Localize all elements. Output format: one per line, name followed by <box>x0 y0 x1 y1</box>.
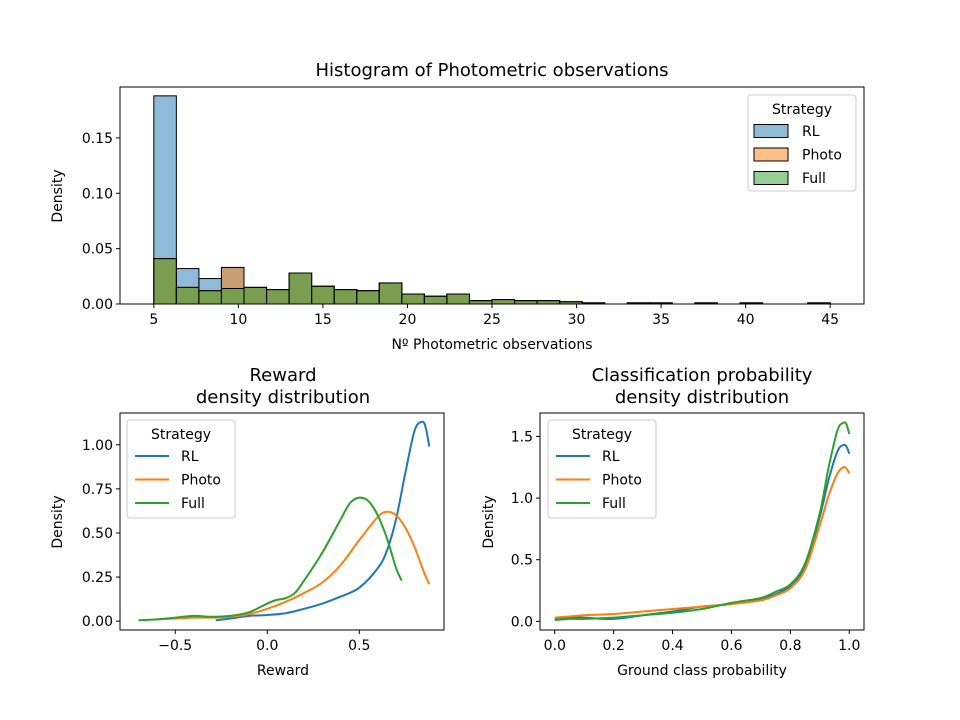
histogram-title: Histogram of Photometric observations <box>315 60 668 81</box>
classification-x-tick-label: 1.0 <box>838 638 860 654</box>
histogram-bar-full <box>333 289 358 305</box>
histogram-bar-full <box>378 282 403 305</box>
histogram-bar-full <box>311 285 335 305</box>
reward-y-axis-label: Density <box>50 495 66 548</box>
histogram-bar-full <box>491 299 516 305</box>
classification-title-line-2: density distribution <box>615 387 789 408</box>
histogram-panel: Histogram of Photometric observations 5 1… <box>50 60 865 353</box>
classification-line-full <box>554 421 851 622</box>
histogram-bar-full <box>401 293 425 305</box>
histogram-y-tick-label: 0.15 <box>82 131 113 147</box>
histogram-bar-full <box>288 272 313 305</box>
histogram-y-tick-label: 0.10 <box>82 186 113 202</box>
histogram-bar-full <box>266 289 290 305</box>
reward-x-tick-label: −0.5 <box>158 638 192 654</box>
classification-legend-title: Strategy <box>572 427 632 443</box>
histogram-y-tick-label: 0.05 <box>82 242 113 258</box>
histogram-x-tick-label: 45 <box>821 312 839 328</box>
histogram-bar-full <box>423 295 448 305</box>
classification-y-tick-label: 1.0 <box>511 491 533 507</box>
histogram-legend-title: Strategy <box>772 102 832 118</box>
histogram-x-tick-label: 15 <box>314 312 332 328</box>
reward-legend-label-full: Full <box>181 496 205 512</box>
classification-legend-frame <box>547 419 657 519</box>
classification-x-axis-label: Ground class probability <box>617 663 787 679</box>
classification-legend: Strategy RL Photo Full <box>547 419 657 519</box>
histogram-x-tick-label: 5 <box>149 312 158 328</box>
reward-y-tick-label: 0.25 <box>82 570 113 586</box>
reward-panel: Reward density distribution −0.5 0.0 0.5 0.… <box>50 365 445 679</box>
reward-y-tick-label: 0.50 <box>82 526 113 542</box>
reward-lines <box>138 420 431 622</box>
reward-legend-label-rl: RL <box>181 449 199 465</box>
reward-axes-frame <box>119 412 445 631</box>
histogram-x-axis-label: Nº Photometric observations <box>391 337 592 353</box>
histogram-y-tick-label: 0.00 <box>82 297 113 313</box>
histogram-legend-frame <box>747 94 857 192</box>
histogram-bar-full <box>446 293 470 305</box>
reward-title-line-1: Reward <box>249 365 316 386</box>
classification-legend-label-photo: Photo <box>602 473 642 489</box>
classification-line-rl <box>554 443 851 620</box>
classification-axes-frame <box>539 412 865 631</box>
reward-line-rl <box>215 420 431 622</box>
histogram-x-tick-label: 25 <box>483 312 501 328</box>
histogram-x-tick-label: 30 <box>568 312 586 328</box>
reward-line-full <box>138 496 403 622</box>
classification-x-tick-label: 0.6 <box>720 638 742 654</box>
classification-line-photo <box>554 465 851 619</box>
classification-title-line-1: Classification probability <box>592 365 813 386</box>
reward-legend-label-photo: Photo <box>181 473 221 489</box>
histogram-bar-full <box>153 258 177 305</box>
histogram-legend-swatch-full <box>753 171 789 185</box>
classification-legend-label-full: Full <box>602 496 626 512</box>
histogram-legend-label-photo: Photo <box>802 148 842 164</box>
histogram-axes: 5 10 15 20 25 30 35 40 45 0.00 0.05 0.10 0.15 <box>82 86 865 328</box>
histogram-bar-full <box>198 290 222 305</box>
reward-x-tick-label: 0.5 <box>348 638 370 654</box>
classification-lines <box>554 421 851 622</box>
histogram-x-tick-label: 40 <box>737 312 755 328</box>
reward-y-tick-label: 0.75 <box>82 482 113 498</box>
histogram-legend-label-full: Full <box>802 171 826 187</box>
histogram-y-axis-label: Density <box>50 169 66 222</box>
histogram-legend-label-rl: RL <box>802 124 820 140</box>
classification-x-tick-label: 0.4 <box>661 638 683 654</box>
classification-x-tick-label: 0.8 <box>779 638 801 654</box>
histogram-legend: Strategy RL Photo Full <box>747 94 857 192</box>
histogram-x-tick-label: 20 <box>399 312 417 328</box>
reward-y-tick-label: 1.00 <box>82 438 113 454</box>
reward-legend-title: Strategy <box>151 427 211 443</box>
reward-title-line-2: density distribution <box>196 387 370 408</box>
histogram-bar-full <box>243 286 268 305</box>
histogram-bar-full <box>220 288 245 305</box>
classification-panel: Classification probability density distr… <box>481 365 865 679</box>
classification-y-tick-label: 0.5 <box>511 553 533 569</box>
reward-legend: Strategy RL Photo Full <box>126 419 236 519</box>
classification-axes: 0.0 0.2 0.4 0.6 0.8 1.0 0.0 0.5 1.0 1.5 <box>511 412 865 654</box>
histogram-x-tick-label: 35 <box>652 312 670 328</box>
histogram-bar-full <box>356 290 380 305</box>
reward-legend-frame <box>126 419 236 519</box>
classification-y-axis-label: Density <box>481 495 497 548</box>
histogram-x-tick-label: 10 <box>229 312 247 328</box>
classification-x-tick-label: 0.2 <box>603 638 625 654</box>
histogram-bar-full <box>175 286 200 305</box>
reward-y-tick-label: 0.00 <box>82 614 113 630</box>
reward-x-tick-label: 0.0 <box>256 638 278 654</box>
reward-axes: −0.5 0.0 0.5 0.00 0.25 0.50 0.75 1.00 <box>82 412 445 654</box>
histogram-legend-swatch-rl <box>753 124 789 138</box>
classification-legend-label-rl: RL <box>602 449 620 465</box>
classification-y-tick-label: 1.5 <box>511 429 533 445</box>
histogram-legend-swatch-photo <box>753 147 789 162</box>
classification-y-tick-label: 0.0 <box>511 614 533 630</box>
classification-x-tick-label: 0.0 <box>544 638 566 654</box>
reward-x-axis-label: Reward <box>257 663 309 679</box>
